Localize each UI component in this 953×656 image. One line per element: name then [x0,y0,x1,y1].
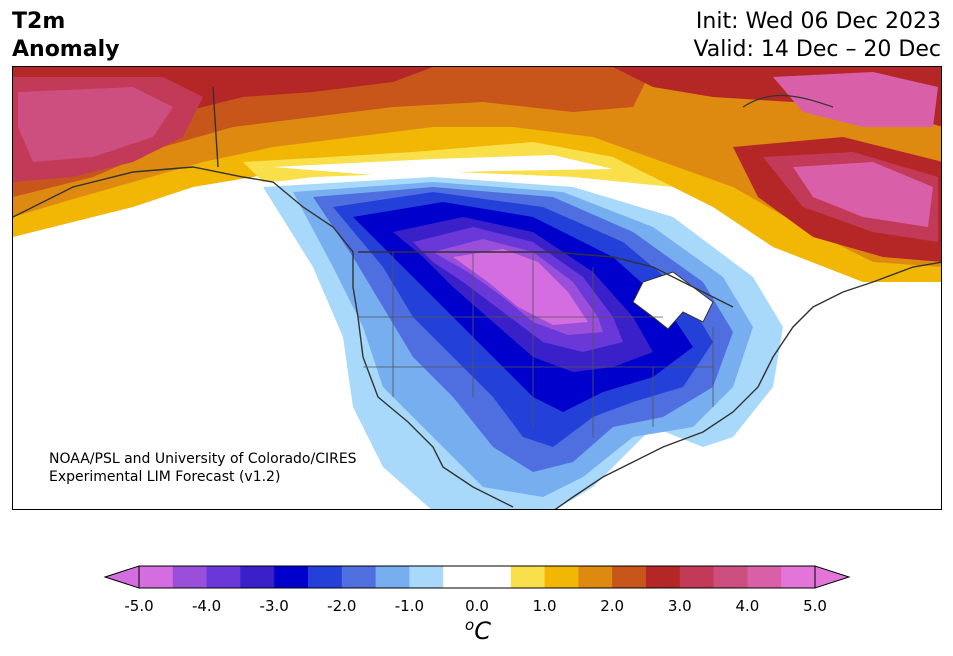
colorbar-segment [747,566,782,588]
colorbar-tick-label: 1.0 [532,597,557,615]
data-credit: NOAA/PSL and University of Colorado/CIRE… [49,450,357,486]
colorbar-tick-label: 5.0 [803,597,827,615]
colorbar-tick-label: 3.0 [667,597,692,615]
credit-line-2: Experimental LIM Forecast (v1.2) [49,469,281,485]
colorbar: -5.0 -4.0 -3.0 -2.0 -1.0 0.0 1.0 2.0 3.0 4.0 5.0 o… [0,560,953,650]
colorbar-segment [612,566,647,588]
colorbar-segment [781,566,816,588]
colorbar-segment [274,566,309,588]
colorbar-tick-label: 0.0 [465,597,489,615]
colorbar-scale [103,565,851,589]
great-lakes [632,271,714,330]
unit-degree: o [465,616,475,634]
colorbar-border [138,565,816,589]
colorbar-tick-label: -3.0 [259,597,289,615]
colorbar-segment [409,566,444,588]
colorbar-segment [443,566,478,588]
anomaly-map [13,67,941,509]
colorbar-segment [544,566,579,588]
colorbar-tick-label: -4.0 [191,597,222,615]
coastlines [13,86,941,509]
colorbar-segment [713,566,748,588]
colorbar-segment [308,566,343,588]
colorbar-extend-max [814,565,851,589]
colorbar-tick-label: -2.0 [327,597,357,615]
colorbar-segment [341,566,377,588]
colorbar-segment [206,566,241,588]
warm-anomaly-region [13,67,941,282]
unit-label: oC [456,616,500,645]
cold-anomaly-region [263,177,783,509]
arctic-islands [742,94,834,108]
colorbar-segment [172,566,208,588]
colorbar-segment [375,566,410,588]
state-borders [358,252,714,437]
map-panel: NOAA/PSL and University of Colorado/CIRE… [12,66,942,510]
variable-type: Anomaly [12,37,120,62]
colorbar-tick-label: 2.0 [600,597,625,615]
colorbar-extend-min [103,565,140,589]
init-date: Init: Wed 06 Dec 2023 [695,9,941,34]
colorbar-tick-label: 4.0 [735,597,760,615]
credit-line-1: NOAA/PSL and University of Colorado/CIRE… [49,451,357,467]
colorbar-segment [679,566,715,588]
unit-symbol: C [474,617,491,645]
colorbar-tick-label: -5.0 [124,597,154,615]
variable-name: T2m [12,9,66,34]
colorbar-segment [510,566,546,588]
colorbar-segment [477,566,512,588]
map-title: T2m Anomaly [12,8,119,64]
valid-period: Valid: 14 Dec – 20 Dec [693,37,941,62]
colorbar-segment [646,566,681,588]
forecast-dates: Init: Wed 06 Dec 2023 Valid: 14 Dec – 20… [693,8,941,64]
colorbar-tick-label: -1.0 [394,597,425,615]
colorbar-segment [139,566,174,588]
colorbar-segment [240,566,275,588]
colorbar-segment [578,566,613,588]
